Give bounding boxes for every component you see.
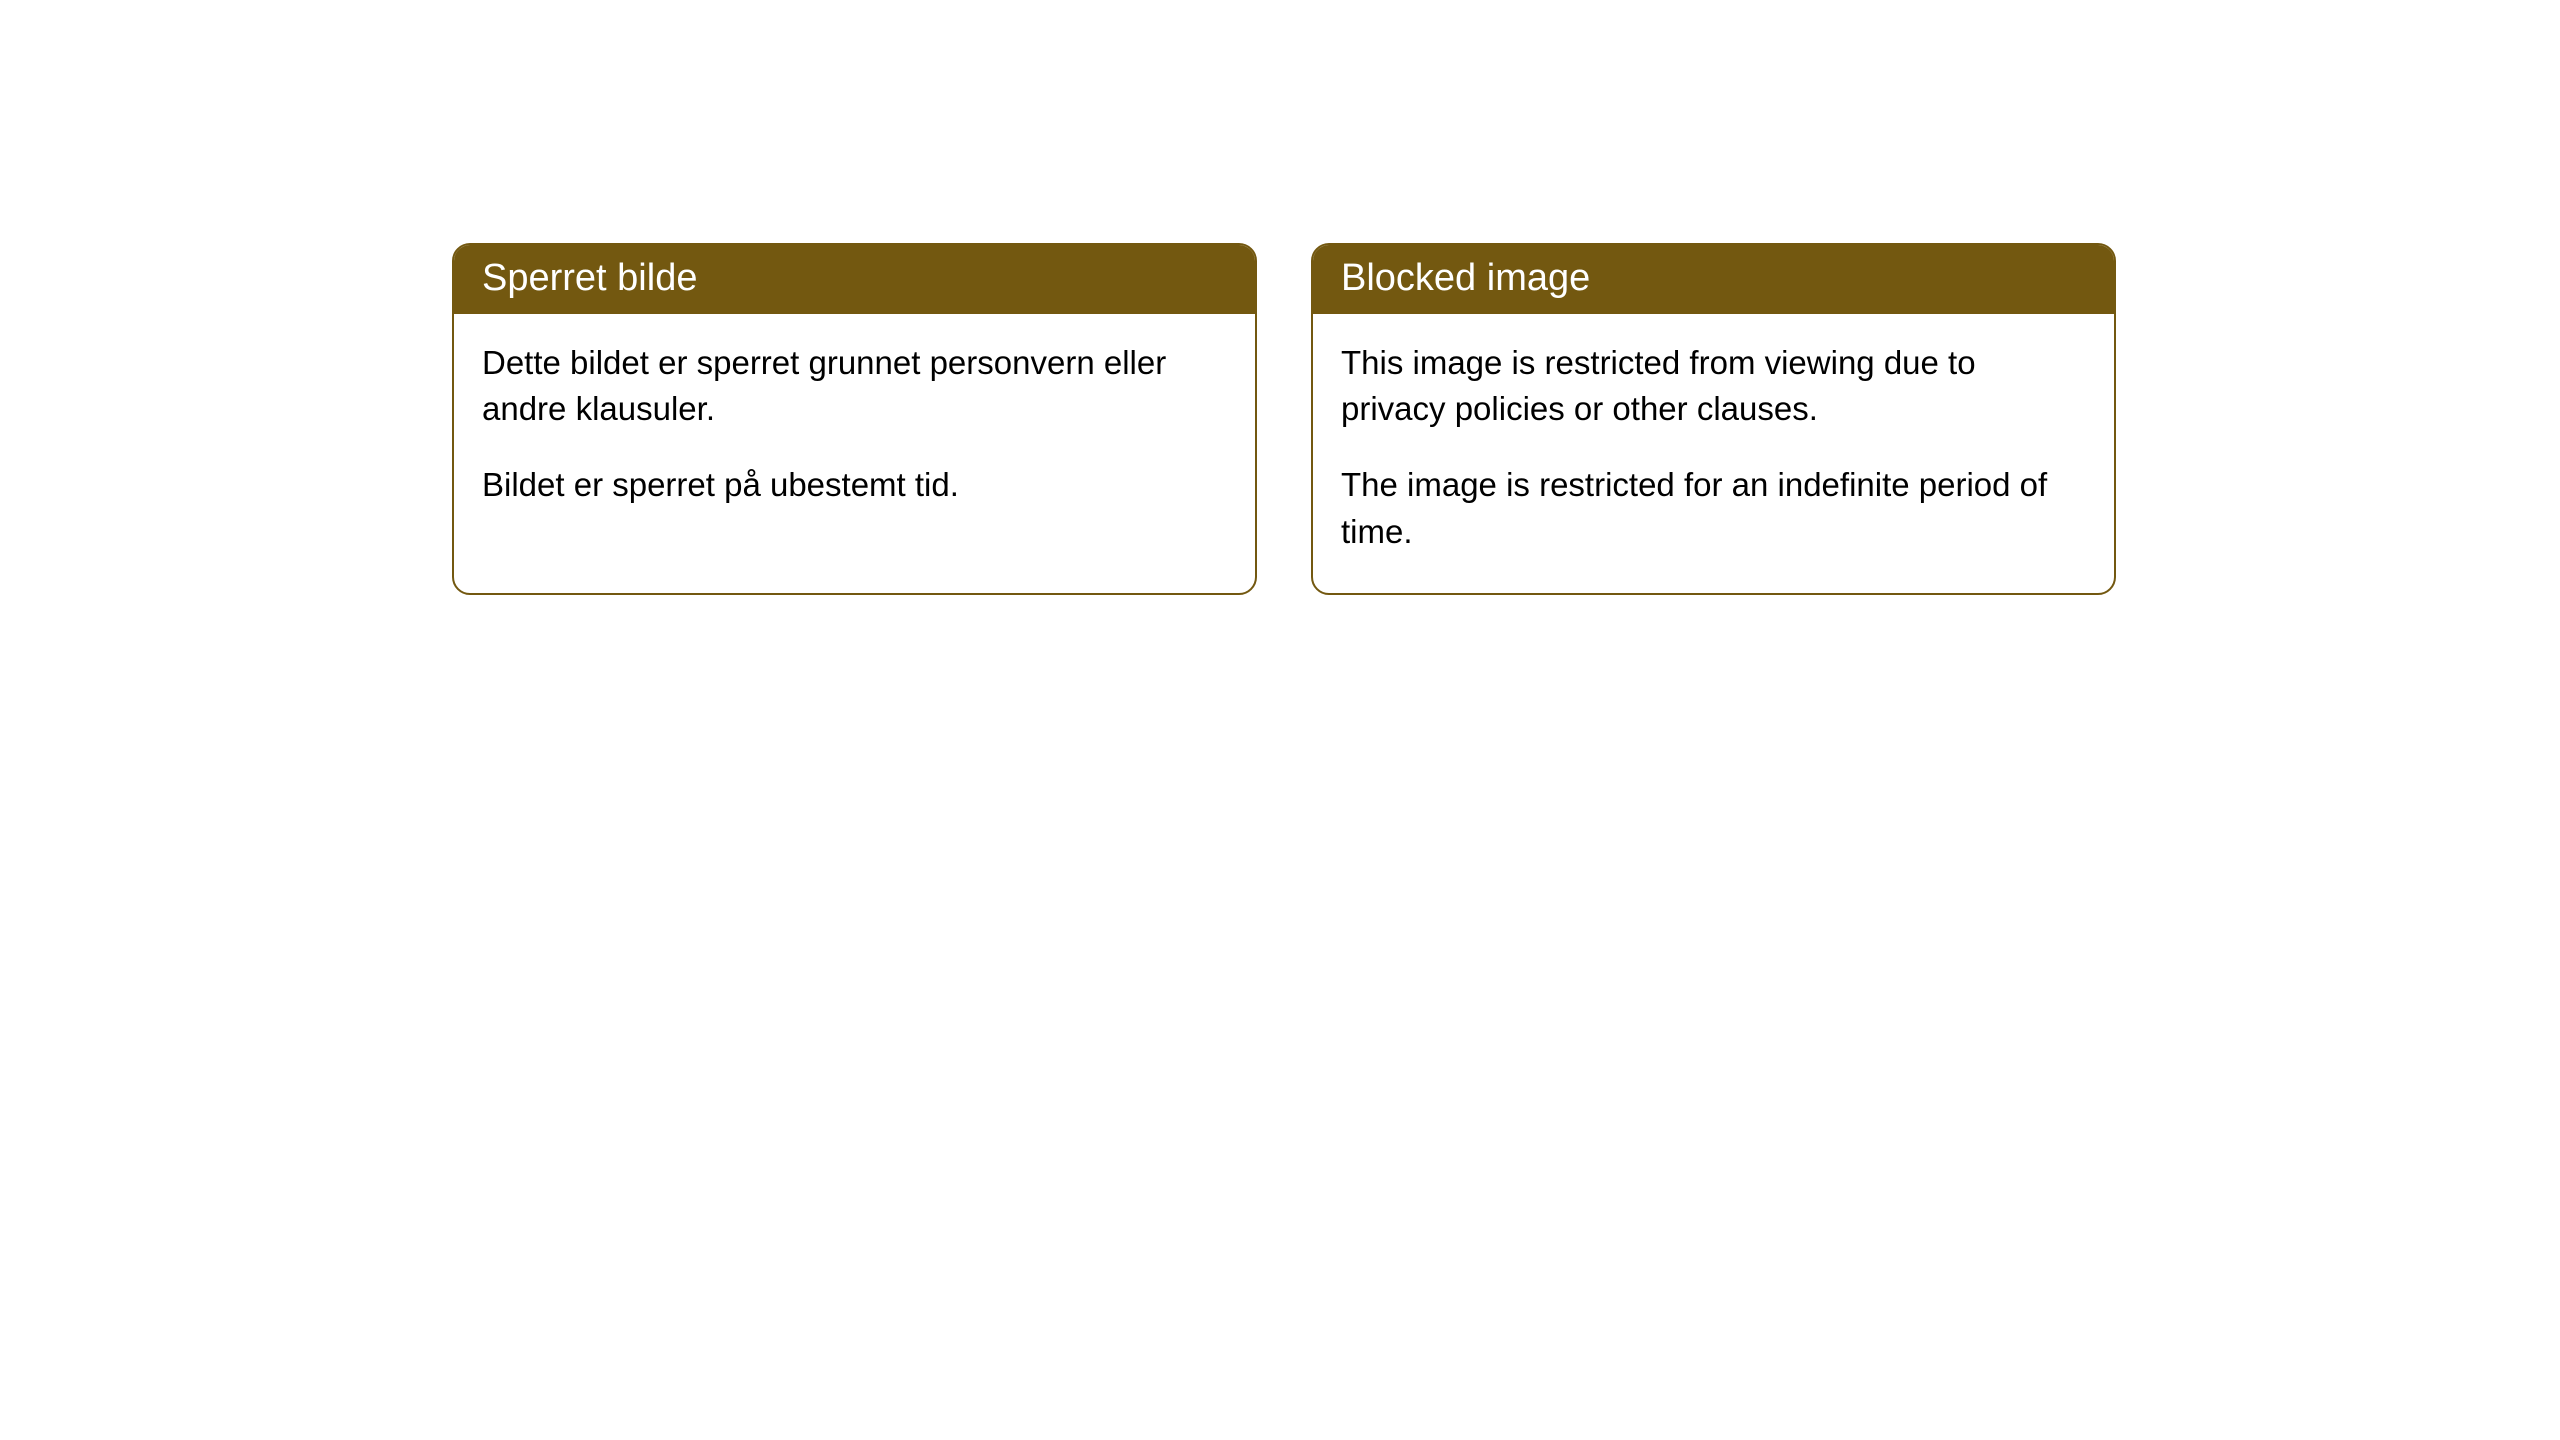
card-header-no: Sperret bilde [454,245,1255,314]
card-header-en: Blocked image [1313,245,2114,314]
card-paragraph-no-2: Bildet er sperret på ubestemt tid. [482,462,1227,508]
card-body-no: Dette bildet er sperret grunnet personve… [454,314,1255,547]
blocked-image-card-no: Sperret bilde Dette bildet er sperret gr… [452,243,1257,595]
cards-container: Sperret bilde Dette bildet er sperret gr… [452,243,2116,595]
card-paragraph-en-1: This image is restricted from viewing du… [1341,340,2086,432]
card-paragraph-no-1: Dette bildet er sperret grunnet personve… [482,340,1227,432]
card-paragraph-en-2: The image is restricted for an indefinit… [1341,462,2086,554]
card-body-en: This image is restricted from viewing du… [1313,314,2114,593]
blocked-image-card-en: Blocked image This image is restricted f… [1311,243,2116,595]
